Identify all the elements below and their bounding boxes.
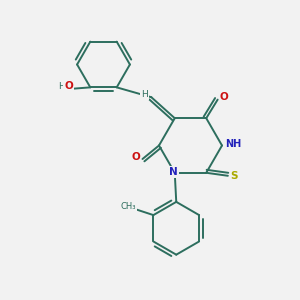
Text: CH₃: CH₃ <box>121 202 136 211</box>
Text: NH: NH <box>225 139 242 149</box>
Text: N: N <box>169 167 178 177</box>
Text: O: O <box>131 152 140 163</box>
Text: S: S <box>231 171 238 181</box>
Text: O: O <box>220 92 229 102</box>
Text: O: O <box>64 82 73 92</box>
Text: H: H <box>141 90 148 99</box>
Text: H: H <box>58 82 65 91</box>
